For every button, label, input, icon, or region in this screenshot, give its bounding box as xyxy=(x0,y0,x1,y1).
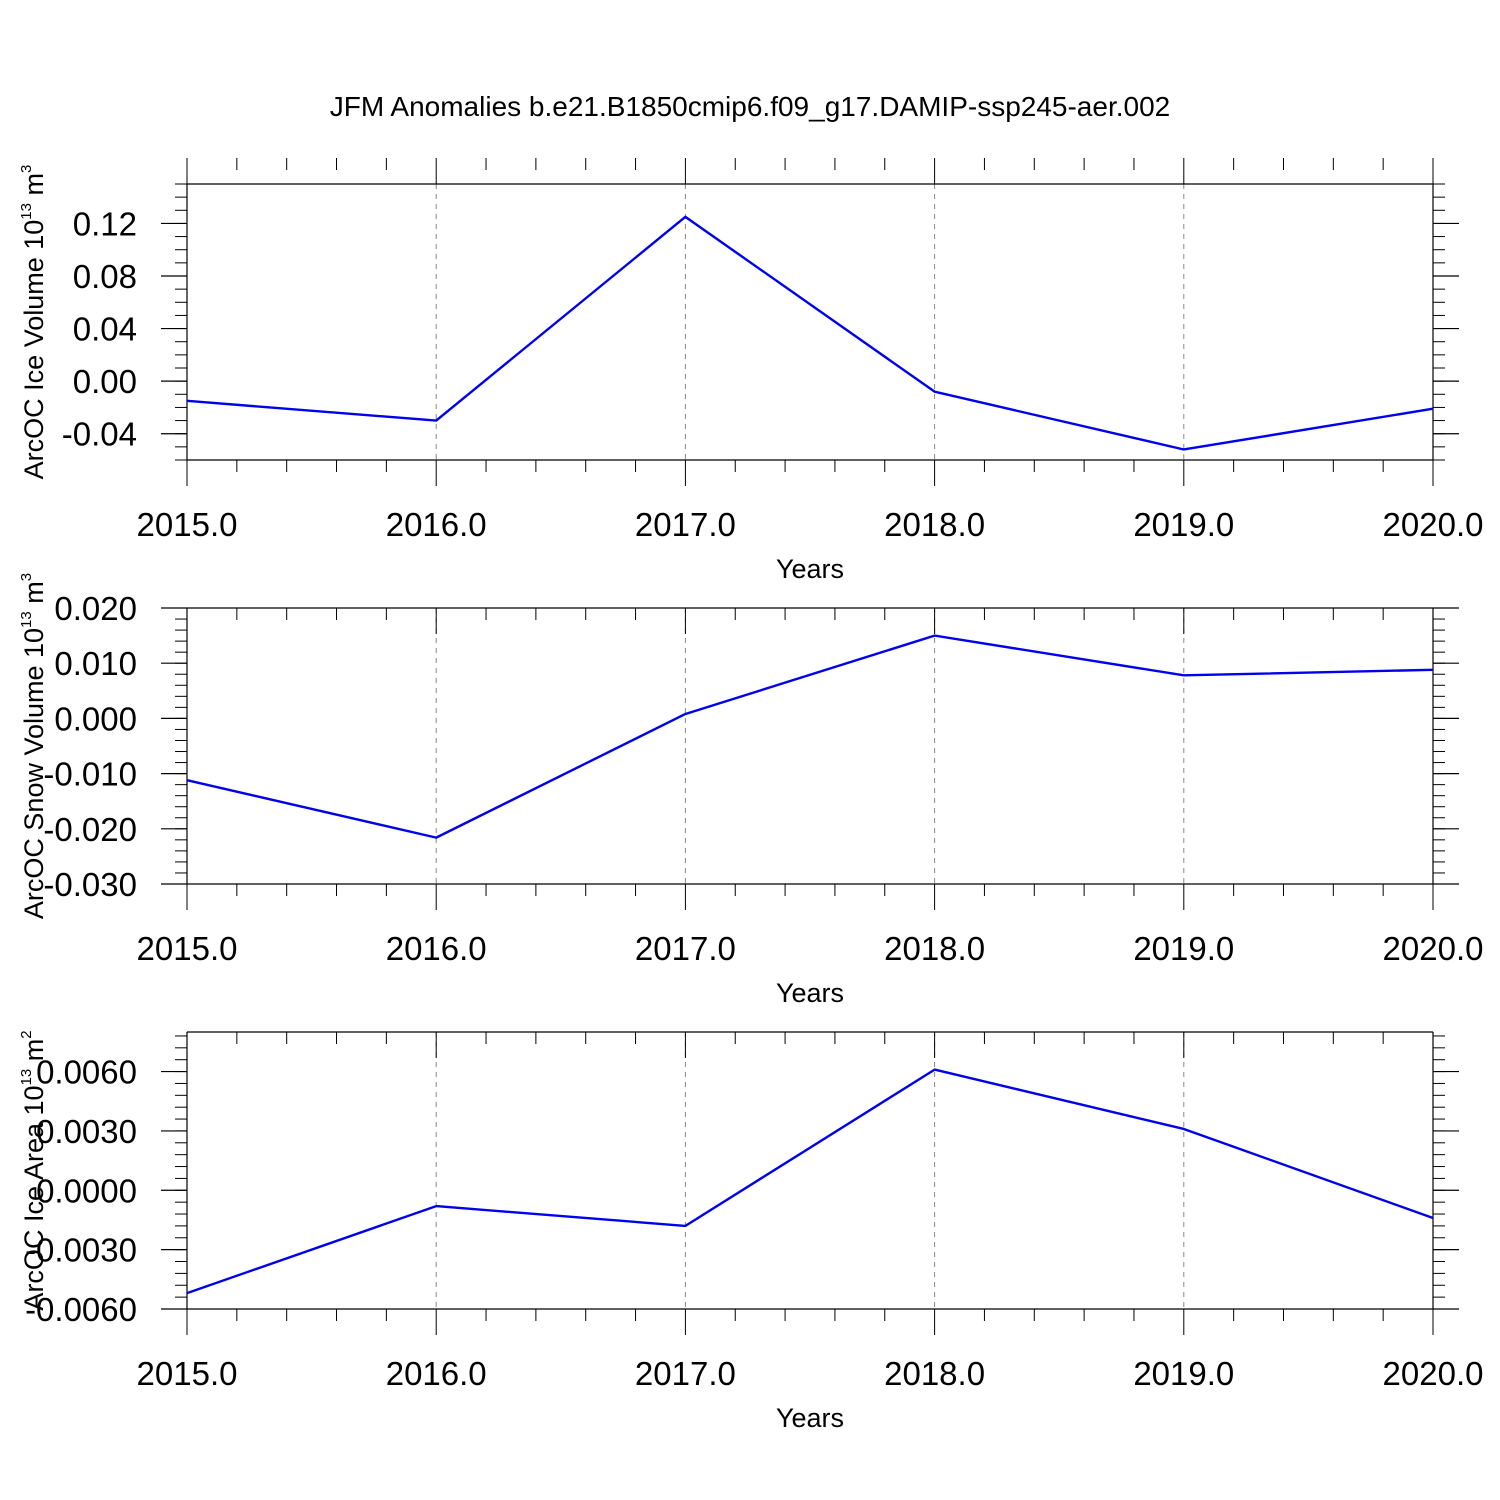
y-tick-label: 0.020 xyxy=(54,590,137,627)
x-axis-label: Years xyxy=(776,978,844,1008)
y-tick-label: -0.010 xyxy=(43,756,137,793)
y-axis-label-text: ArcOC Ice Area 10 xyxy=(19,1085,49,1310)
y-tick-label: 0.0000 xyxy=(36,1172,137,1209)
y-tick-label: -0.0030 xyxy=(25,1232,137,1269)
x-tick-label: 2015.0 xyxy=(137,930,238,967)
y-tick-label: 0.12 xyxy=(73,205,137,242)
x-tick-label: 2016.0 xyxy=(386,930,487,967)
x-axis-label: Years xyxy=(776,1403,844,1433)
y-axis-label-text: ArcOC Snow Volume 10 xyxy=(19,628,49,919)
y-tick-label: 0.0060 xyxy=(36,1054,137,1091)
y-axis-label-unit: m xyxy=(19,581,49,611)
panels: 2015.0 2016.0 2017.0 2018.0 2019.0 2020.0 Year… xyxy=(18,158,1483,1433)
figure-title: JFM Anomalies b.e21.B1850cmip6.f09_g17.D… xyxy=(330,91,1170,122)
x-tick-label: 2018.0 xyxy=(884,506,985,543)
x-tick-label: 2017.0 xyxy=(635,1355,736,1392)
y-axis-label: ArcOC Ice Volume 1013 m3 xyxy=(18,165,49,480)
x-tick-label: 2019.0 xyxy=(1133,1355,1234,1392)
y-tick-label: -0.020 xyxy=(43,811,137,848)
x-tick-label: 2018.0 xyxy=(884,1355,985,1392)
x-tick-label: 2020.0 xyxy=(1383,930,1484,967)
x-tick-label: 2020.0 xyxy=(1383,506,1484,543)
y-axis-label: ArcOC Ice Area 1013 m2 xyxy=(18,1030,49,1310)
x-tick-label: 2019.0 xyxy=(1133,930,1234,967)
x-tick-label: 2015.0 xyxy=(137,506,238,543)
x-tick-label: 2018.0 xyxy=(884,930,985,967)
y-axis-label-unit: m xyxy=(19,1039,49,1069)
x-axis-label: Years xyxy=(776,554,844,584)
y-tick-label: 0.00 xyxy=(73,363,137,400)
y-tick-label: 0.010 xyxy=(54,645,137,682)
chart-panel-3: 2015.0 2016.0 2017.0 2018.0 2019.0 2020.0 Year… xyxy=(18,1030,1483,1433)
chart-panel-2: 2015.0 2016.0 2017.0 2018.0 2019.0 2020.0 Year… xyxy=(18,573,1483,1008)
x-tick-label: 2017.0 xyxy=(635,930,736,967)
x-tick-label: 2020.0 xyxy=(1383,1355,1484,1392)
y-tick-label: -0.0060 xyxy=(25,1291,137,1328)
series-line-1 xyxy=(186,1068,1434,1295)
y-tick-label: -0.030 xyxy=(43,866,137,903)
y-tick-label: -0.04 xyxy=(62,416,137,453)
chart-panel-1: 2015.0 2016.0 2017.0 2018.0 2019.0 2020.0 Year… xyxy=(18,158,1483,584)
y-axis-label-unit: m xyxy=(19,173,49,203)
y-axis-label-unit-exponent: 3 xyxy=(18,573,35,581)
y-tick-label: 0.08 xyxy=(73,258,137,295)
x-tick-label: 2015.0 xyxy=(137,1355,238,1392)
y-axis-label-unit-exponent: 3 xyxy=(18,165,35,173)
series-line-1 xyxy=(186,634,1434,839)
y-tick-label: 0.0030 xyxy=(36,1113,137,1150)
y-tick-label: 0.000 xyxy=(54,700,137,737)
x-tick-label: 2019.0 xyxy=(1133,506,1234,543)
y-axis-label-text: ArcOC Ice Volume 10 xyxy=(19,220,49,480)
x-tick-label: 2017.0 xyxy=(635,506,736,543)
x-tick-label: 2016.0 xyxy=(386,506,487,543)
y-axis-label: ArcOC Snow Volume 1013 m3 xyxy=(18,573,49,919)
y-tick-label: 0.04 xyxy=(73,311,137,348)
x-tick-label: 2016.0 xyxy=(386,1355,487,1392)
series-line-1 xyxy=(186,215,1434,451)
y-axis-label-exponent: 13 xyxy=(18,1069,35,1086)
y-axis-label-unit-exponent: 2 xyxy=(18,1030,35,1038)
y-axis-label-exponent: 13 xyxy=(18,203,35,220)
y-axis-label-exponent: 13 xyxy=(18,611,35,628)
